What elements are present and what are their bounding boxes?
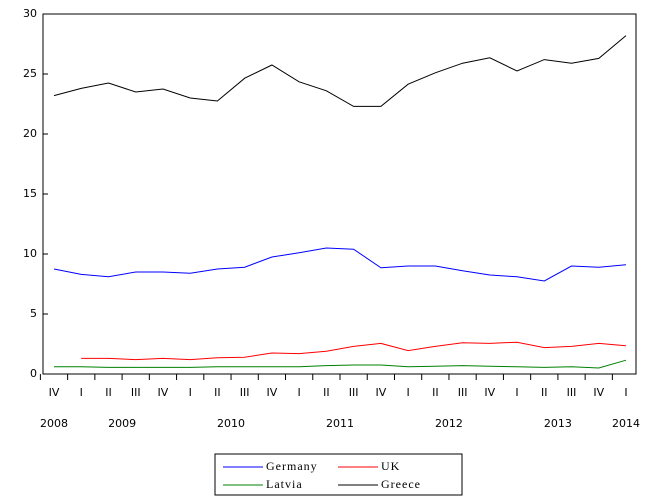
year-label: 2009: [108, 417, 136, 430]
series-line: [53, 35, 627, 107]
y-tick-label: 25: [23, 67, 37, 80]
year-label: 2008: [40, 417, 68, 430]
x-tick-label: IV: [158, 386, 169, 399]
series-line: [53, 247, 627, 282]
x-tick-label: II: [432, 386, 439, 399]
x-tick-label: II: [214, 386, 221, 399]
year-label: 2013: [544, 417, 572, 430]
x-tick-label: IV: [267, 386, 278, 399]
y-tick-label: 0: [30, 367, 37, 380]
x-tick-label: II: [323, 386, 330, 399]
series-line: [54, 359, 627, 369]
x-tick-label: III: [131, 386, 141, 399]
year-label: 2011: [326, 417, 354, 430]
legend-label: Germany: [266, 459, 318, 473]
x-tick-label: III: [240, 386, 250, 399]
year-label: 2012: [435, 417, 463, 430]
x-tick-label: I: [298, 386, 301, 399]
x-tick-label: III: [567, 386, 577, 399]
x-tick-label: IV: [49, 386, 60, 399]
legend-box: [214, 453, 463, 496]
y-tick-label: 30: [23, 7, 37, 20]
x-tick-label: IV: [593, 386, 604, 399]
x-tick-label: IV: [375, 386, 386, 399]
x-tick-label: I: [189, 386, 192, 399]
x-tick-label: II: [541, 386, 548, 399]
year-label: 2010: [217, 417, 245, 430]
x-tick-label: II: [105, 386, 112, 399]
x-tick-label: I: [80, 386, 83, 399]
y-tick-label: 15: [23, 187, 37, 200]
y-tick-label: 5: [30, 307, 37, 320]
plot-frame: [42, 13, 637, 375]
y-tick-label: 20: [23, 127, 37, 140]
x-tick-label: IV: [484, 386, 495, 399]
x-tick-label: III: [458, 386, 468, 399]
x-tick-label: I: [624, 386, 627, 399]
legend-label: UK: [381, 459, 400, 473]
legend-label: Latvia: [266, 477, 303, 491]
y-tick-label: 10: [23, 247, 37, 260]
x-tick-label: III: [349, 386, 359, 399]
year-label: 2014: [612, 417, 640, 430]
x-tick-label: I: [406, 386, 409, 399]
x-tick-label: I: [515, 386, 518, 399]
series-line: [81, 341, 627, 361]
legend-label: Greece: [381, 477, 421, 491]
